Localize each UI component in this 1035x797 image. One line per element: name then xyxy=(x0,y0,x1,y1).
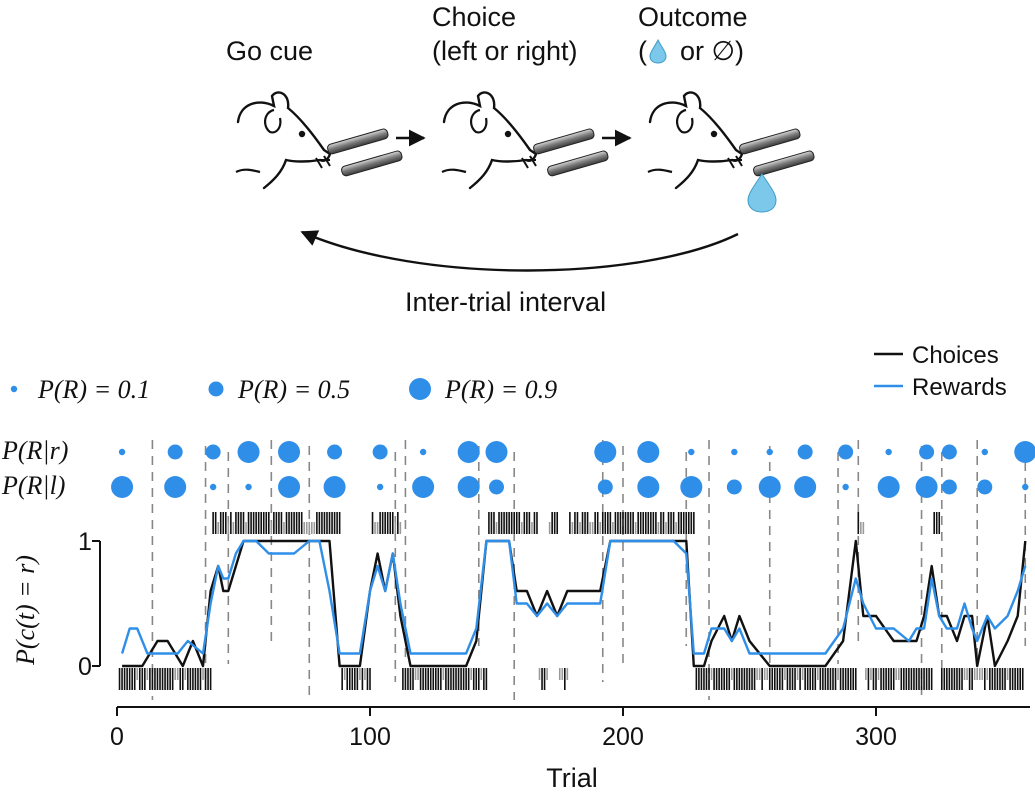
p-left-dot xyxy=(111,476,134,498)
p-left-dot xyxy=(915,476,938,498)
p-right-dot xyxy=(205,444,221,460)
x-axis-label: Trial xyxy=(546,763,598,793)
stage-outcome-sublabel: or ∅) xyxy=(680,36,745,66)
y-tick-0: 0 xyxy=(78,653,92,681)
series-rewards-line xyxy=(120,539,1027,655)
p-right-dot xyxy=(457,441,480,463)
x-tick-300: 300 xyxy=(855,723,897,751)
p-left-dot xyxy=(457,476,480,498)
p-left-dot xyxy=(209,483,217,491)
p-left-dot xyxy=(323,476,346,498)
p-right-dot xyxy=(1014,441,1035,463)
water-drop-small-icon xyxy=(649,38,667,64)
mouse-icon-3 xyxy=(647,91,744,190)
y-tick-1: 1 xyxy=(78,528,92,556)
p-left-dot xyxy=(597,479,613,495)
p-right-dot xyxy=(167,444,183,460)
p-left-dot xyxy=(164,476,187,498)
p-left-dot xyxy=(680,476,703,498)
lick-tube-left-2 xyxy=(533,128,595,155)
p-left-dot xyxy=(489,479,504,495)
row-label-p-right: P(R|r) xyxy=(2,436,69,465)
p-left-dot xyxy=(726,479,742,495)
stage-outcome-label: Outcome xyxy=(638,2,748,32)
p-right-dot xyxy=(237,441,260,463)
legend-dot-p01 xyxy=(10,385,18,393)
stage-outcome-open-paren: ( xyxy=(638,36,647,66)
stage-choice-label: Choice xyxy=(432,2,517,32)
p-right-dot xyxy=(797,444,813,460)
p-left-dot xyxy=(758,476,781,498)
x-tick-100: 100 xyxy=(349,723,391,751)
p-left-dot xyxy=(278,476,301,498)
p-right-dot xyxy=(485,441,508,463)
p-right-dot xyxy=(731,448,738,456)
p-left-dot xyxy=(637,476,660,498)
stage-go-cue-label: Go cue xyxy=(226,36,314,66)
p-right-dot xyxy=(838,444,854,460)
p-left-dot xyxy=(245,483,252,491)
p-left-dot xyxy=(941,479,957,495)
p-right-dot xyxy=(327,444,343,460)
p-left-dot xyxy=(977,479,993,495)
p-right-dot xyxy=(885,448,892,456)
lick-tube-right-1 xyxy=(341,150,403,177)
legend-dot-p05 xyxy=(208,381,224,397)
legend-p09-label: P(R) = 0.9 xyxy=(445,375,558,404)
legend-p05-label: P(R) = 0.5 xyxy=(238,375,351,404)
inter-trial-loop-arrow xyxy=(300,230,739,272)
mouse-icon-1 xyxy=(235,91,332,190)
p-left-dot xyxy=(412,476,435,498)
lick-tube-left-3 xyxy=(739,128,801,155)
legend-p01-label: P(R) = 0.1 xyxy=(38,375,151,404)
p-right-dot xyxy=(919,444,935,460)
x-tick-0: 0 xyxy=(110,723,124,751)
p-right-dot xyxy=(419,448,427,456)
lick-tube-right-3 xyxy=(753,150,815,177)
p-left-dot xyxy=(877,476,900,498)
water-drop-icon xyxy=(747,173,777,213)
lick-tube-left-1 xyxy=(327,128,389,155)
x-tick-200: 200 xyxy=(602,723,644,751)
p-right-dot xyxy=(941,444,957,460)
p-left-dot xyxy=(794,476,817,498)
p-right-dot xyxy=(118,448,126,456)
legend-rewards-label: Rewards xyxy=(912,374,1007,401)
mouse-icon-2 xyxy=(441,91,538,190)
p-right-dot xyxy=(637,441,660,463)
stage-choice-sublabel: (left or right) xyxy=(432,36,578,66)
p-right-dot xyxy=(981,448,988,456)
p-right-dot xyxy=(594,441,617,463)
p-left-dot xyxy=(842,483,849,491)
p-left-dot xyxy=(1022,483,1029,491)
inter-trial-interval-label: Inter-trial interval xyxy=(405,287,607,317)
legend-dot-p09 xyxy=(409,378,431,400)
p-right-dot xyxy=(766,448,773,456)
row-label-p-left: P(R|l) xyxy=(2,471,66,500)
lick-tube-right-2 xyxy=(547,150,609,177)
legend-choices-label: Choices xyxy=(912,342,999,369)
p-right-dot xyxy=(688,448,695,456)
p-right-dot xyxy=(278,441,301,463)
p-right-dot xyxy=(372,444,388,460)
p-left-dot xyxy=(376,483,384,491)
